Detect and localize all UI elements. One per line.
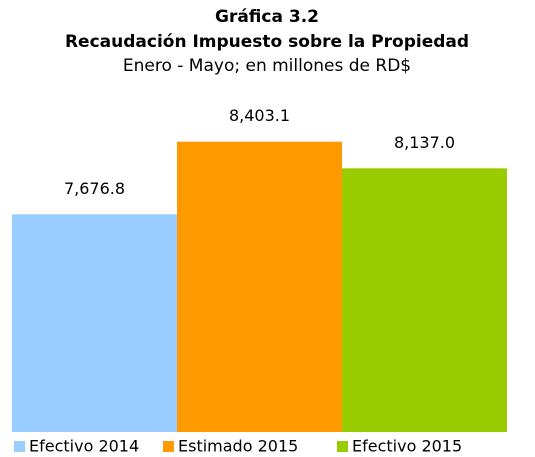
legend-swatch [337,441,348,452]
chart-title: Gráfica 3.2 [215,7,319,27]
legend-label: Efectivo 2014 [29,437,139,456]
legend-label: Estimado 2015 [178,437,298,456]
data-label: 8,137.0 [394,133,455,152]
chart-subtitle-main: Recaudación Impuesto sobre la Propiedad [65,32,469,52]
legend-swatch [163,441,174,452]
bar [12,214,177,432]
chart-subtitle: Enero - Mayo; en millones de RD$ [123,56,411,76]
legend-label: Efectivo 2015 [352,437,462,456]
data-label: 8,403.1 [229,106,290,125]
bar [177,141,342,432]
legend-swatch [14,441,25,452]
data-label: 7,676.8 [64,179,125,198]
bar [342,168,507,433]
